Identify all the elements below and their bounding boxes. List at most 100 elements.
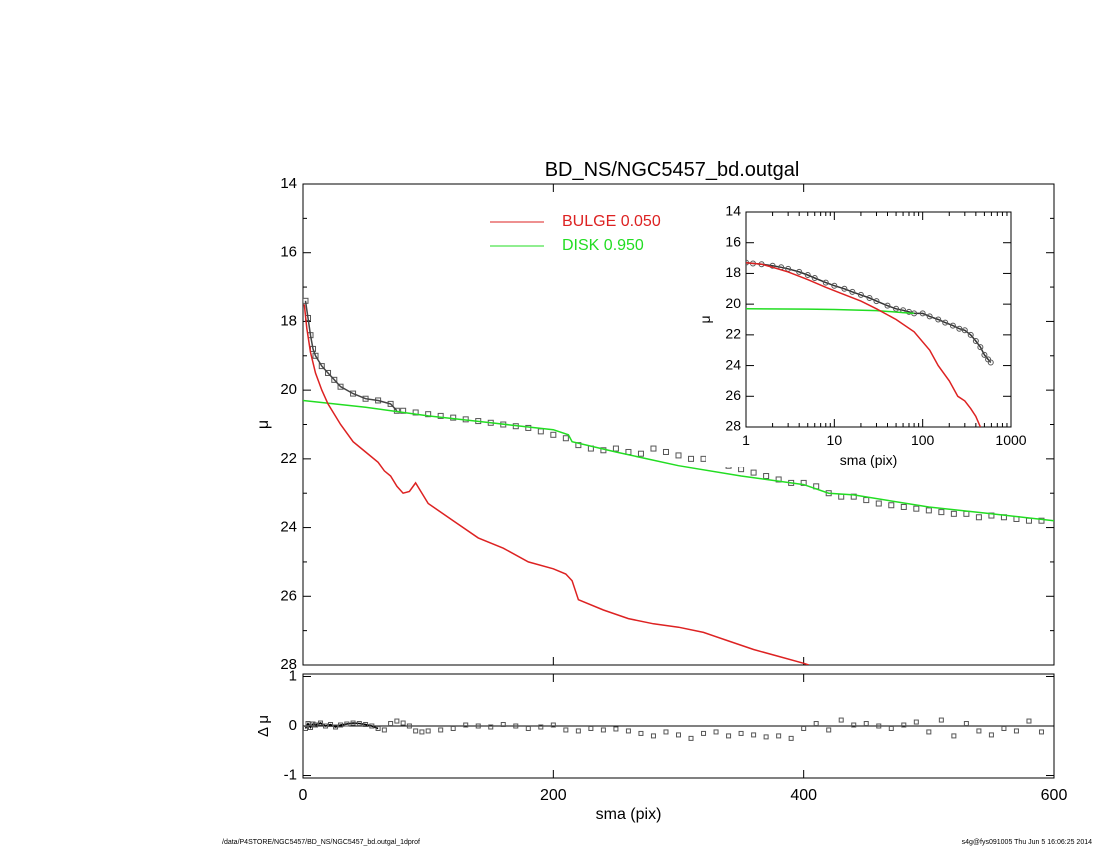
- inset-ytick-label: 14: [725, 203, 741, 219]
- inset-data-point: [935, 316, 942, 323]
- resid-point: [328, 722, 334, 728]
- main-data: [303, 297, 1054, 665]
- resid-point: [513, 723, 519, 729]
- resid-point: [751, 732, 757, 738]
- main-data-point: [1025, 517, 1032, 524]
- inset-data-point: [977, 344, 984, 351]
- inset-xtick-label: 100: [911, 432, 935, 448]
- resid-point: [318, 720, 324, 726]
- main-data-point: [888, 502, 895, 509]
- inset-data-point: [987, 359, 994, 366]
- resid-point: [676, 732, 681, 738]
- resid-point: [901, 722, 907, 728]
- main-data-point: [331, 376, 338, 383]
- resid-point: [776, 733, 782, 739]
- main-ytick-label: 16: [280, 244, 297, 261]
- inset-ytick-label: 18: [725, 264, 741, 280]
- inset-ytick-label: 22: [725, 326, 741, 342]
- resid-ytick-label: -1: [284, 766, 297, 783]
- main-data-point: [550, 431, 557, 438]
- resid-point: [663, 729, 669, 735]
- inset-data-point: [956, 325, 963, 332]
- resid-point: [813, 721, 819, 727]
- main-data-point: [863, 497, 870, 504]
- inset-data-point: [949, 322, 956, 329]
- inset-xtick-label: 1000: [995, 432, 1026, 448]
- resid-point: [913, 719, 919, 725]
- resid-point: [801, 725, 807, 731]
- resid-point: [381, 727, 387, 733]
- resid-point: [488, 724, 494, 730]
- resid-point: [926, 729, 932, 735]
- resid-point: [888, 725, 894, 731]
- resid-point: [356, 721, 362, 727]
- inset-data-point: [841, 285, 848, 292]
- main-ytick-label: 26: [280, 587, 297, 604]
- inset-data-point: [972, 338, 979, 344]
- resid-point: [726, 733, 732, 739]
- main-data-point: [318, 363, 325, 370]
- resid-point: [310, 721, 316, 727]
- resid-point: [738, 730, 744, 736]
- resid-point: [500, 722, 506, 728]
- main-data-point: [925, 507, 932, 514]
- resid-point: [475, 723, 481, 729]
- main-ytick-label: 20: [280, 381, 297, 398]
- inset-bulge-line: [746, 261, 982, 427]
- inset-xtick-label: 10: [827, 432, 843, 448]
- resid-point: [838, 717, 844, 723]
- inset-data-point: [822, 279, 829, 286]
- inset-data-point: [884, 302, 891, 309]
- resid-point: [323, 723, 329, 729]
- inset-data-point: [893, 305, 900, 312]
- resid-point: [613, 726, 619, 732]
- inset-data-point: [804, 271, 811, 278]
- resid-point: [588, 725, 594, 731]
- resid-point: [988, 732, 994, 738]
- main-data-point: [337, 383, 344, 390]
- inset-data-point: [873, 298, 880, 305]
- inset-data-point: [857, 291, 864, 298]
- resid-ytick-label: 1: [289, 667, 297, 684]
- main-data-point: [1038, 517, 1045, 524]
- resid-point: [976, 728, 982, 734]
- main-data-point: [875, 500, 882, 507]
- resid-ylabel: Δ μ: [255, 715, 272, 737]
- main-data-point: [763, 473, 770, 480]
- inset-data-point: [796, 268, 803, 275]
- main-data-point: [750, 469, 757, 476]
- main-data-point: [800, 479, 807, 486]
- resid-point: [713, 729, 719, 735]
- main-data-point: [963, 510, 970, 517]
- main-data-point: [975, 514, 982, 521]
- resid-point: [463, 722, 469, 728]
- inset-frame: [745, 211, 1012, 428]
- main-ytick-label: 24: [280, 519, 297, 536]
- resid-point: [575, 728, 581, 734]
- legend-bulge-label: BULGE 0.050: [562, 213, 661, 230]
- resid-point: [450, 725, 456, 731]
- resid-point: [938, 717, 944, 723]
- resid-xtick-label: 600: [1041, 787, 1068, 804]
- resid-point: [701, 730, 707, 736]
- resid-point: [625, 728, 631, 734]
- inset-data-point: [942, 319, 949, 326]
- main-ytick-label: 28: [280, 656, 297, 673]
- inset-data-line: [746, 261, 992, 363]
- inset-panel: 14 16 18 20 22 24 26 281 10 100 1000 μ sma (pix): [697, 202, 1027, 468]
- x-axis-label: sma (pix): [596, 806, 662, 823]
- resid-point: [688, 735, 694, 741]
- main-data-point: [400, 407, 407, 414]
- resid-point: [600, 727, 606, 733]
- main-data-point: [650, 445, 657, 452]
- inset-xlabel: sma (pix): [840, 452, 898, 468]
- inset-data-point: [769, 262, 776, 269]
- inset-data-point: [849, 288, 856, 295]
- resid-point: [438, 727, 444, 733]
- main-ytick-label: 14: [280, 175, 297, 192]
- main-data-point: [738, 466, 745, 473]
- main-data-point: [637, 450, 644, 457]
- resid-point: [363, 722, 369, 728]
- main-data-point: [913, 505, 920, 512]
- resid-point: [638, 730, 644, 736]
